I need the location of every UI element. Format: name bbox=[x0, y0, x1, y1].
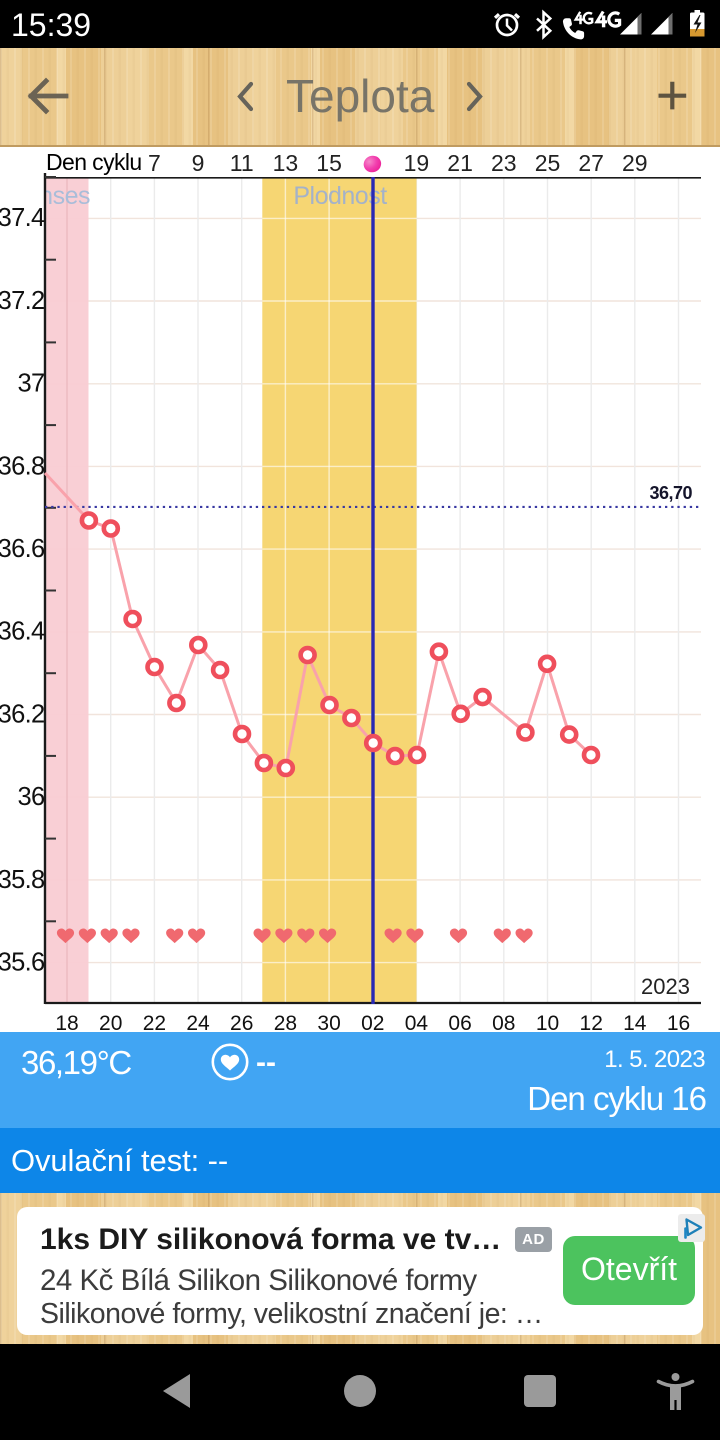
svg-text:Menses: Menses bbox=[5, 182, 90, 210]
svg-text:37: 37 bbox=[18, 370, 45, 398]
svg-text:08: 08 bbox=[492, 1012, 515, 1033]
svg-text:19: 19 bbox=[404, 150, 430, 176]
svg-text:15: 15 bbox=[316, 150, 342, 176]
svg-text:18: 18 bbox=[55, 1012, 78, 1033]
svg-text:7: 7 bbox=[148, 150, 161, 176]
svg-text:11: 11 bbox=[230, 150, 254, 176]
svg-text:36.4: 36.4 bbox=[0, 618, 45, 646]
svg-text:04: 04 bbox=[405, 1012, 429, 1033]
svg-text:06: 06 bbox=[448, 1012, 471, 1033]
svg-text:29: 29 bbox=[622, 150, 648, 176]
svg-text:12: 12 bbox=[580, 1012, 603, 1033]
svg-text:36.2: 36.2 bbox=[0, 700, 45, 728]
svg-text:26: 26 bbox=[230, 1012, 253, 1033]
svg-text:30: 30 bbox=[317, 1012, 340, 1033]
svg-text:24: 24 bbox=[186, 1012, 210, 1033]
svg-text:02: 02 bbox=[361, 1012, 384, 1033]
svg-text:9: 9 bbox=[192, 150, 205, 176]
svg-text:36,70: 36,70 bbox=[649, 483, 692, 503]
svg-text:10: 10 bbox=[536, 1012, 559, 1033]
svg-text:13: 13 bbox=[273, 150, 299, 176]
svg-text:16: 16 bbox=[667, 1012, 690, 1033]
svg-text:14: 14 bbox=[623, 1012, 647, 1033]
svg-text:35.6: 35.6 bbox=[0, 948, 45, 976]
svg-text:20: 20 bbox=[99, 1012, 122, 1033]
svg-text:21: 21 bbox=[447, 150, 473, 176]
svg-text:25: 25 bbox=[535, 150, 561, 176]
svg-text:23: 23 bbox=[491, 150, 517, 176]
svg-text:35.8: 35.8 bbox=[0, 866, 45, 894]
svg-text:Den cyklu: Den cyklu bbox=[46, 149, 142, 175]
svg-text:36.6: 36.6 bbox=[0, 535, 45, 563]
svg-text:37.4: 37.4 bbox=[0, 204, 45, 232]
svg-text:28: 28 bbox=[274, 1012, 297, 1033]
svg-text:36: 36 bbox=[18, 783, 45, 811]
svg-text:37.2: 37.2 bbox=[0, 287, 45, 315]
svg-text:36.8: 36.8 bbox=[0, 452, 45, 480]
svg-text:2023: 2023 bbox=[641, 974, 690, 999]
svg-text:22: 22 bbox=[143, 1012, 166, 1033]
svg-text:27: 27 bbox=[578, 150, 604, 176]
